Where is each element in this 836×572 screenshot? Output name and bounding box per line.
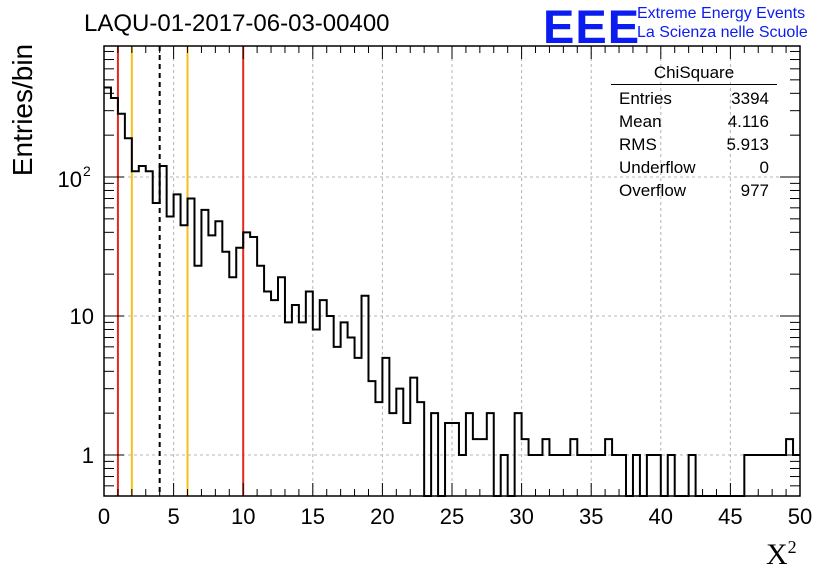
x-tick-label: 35 <box>579 504 603 529</box>
x-tick-label: 25 <box>440 504 464 529</box>
x-tick-label: 50 <box>788 504 812 529</box>
logo-line-2: La Scienza nelle Scuole <box>637 24 808 41</box>
logo-line-1: Extreme Energy Events <box>637 5 806 22</box>
stats-row: Entries 3394 <box>611 87 777 110</box>
y-tick-label: 10 <box>70 304 94 329</box>
stats-box-title: ChiSquare <box>611 63 777 85</box>
y-tick-label: 10 <box>58 167 82 192</box>
reference-lines <box>116 46 245 496</box>
stats-box: ChiSquare Entries 3394 Mean 4.116 RMS 5.913… <box>611 63 777 202</box>
plot-title: LAQU-01-2017-06-03-00400 <box>84 10 390 37</box>
stats-row-label: Mean <box>619 112 662 131</box>
stats-row: Overflow 977 <box>611 179 777 202</box>
stats-row-label: Entries <box>619 89 672 108</box>
histogram-line <box>104 86 800 497</box>
stats-row-label: Overflow <box>619 181 687 200</box>
stats-row-label: Underflow <box>619 158 696 177</box>
stats-row-value: 5.913 <box>726 135 769 154</box>
x-tick-label: 0 <box>98 504 110 529</box>
stats-row: Mean 4.116 <box>611 110 777 133</box>
x-tick-label: 15 <box>301 504 325 529</box>
x-tick-label: 30 <box>509 504 533 529</box>
x-tick-label: 45 <box>718 504 742 529</box>
x-tick-label: 20 <box>370 504 394 529</box>
stats-row-value: 4.116 <box>727 112 769 131</box>
stats-row: RMS 5.913 <box>611 133 777 156</box>
stats-row-value: 977 <box>740 181 769 200</box>
x-tick-label: 5 <box>167 504 179 529</box>
stats-row-value: 0 <box>759 158 769 177</box>
stats-row-label: RMS <box>619 135 657 154</box>
axis-ticks <box>103 46 801 496</box>
stats-row: Underflow 0 <box>611 156 777 179</box>
stats-row-value: 3394 <box>731 89 769 108</box>
y-tick-label: 1 <box>82 443 94 468</box>
x-tick-label: 10 <box>231 504 255 529</box>
x-axis-label: X2 <box>766 537 797 572</box>
x-axis-label-base: X <box>766 538 788 571</box>
y-tick-label-superscript: 2 <box>83 163 91 179</box>
x-axis-label-superscript: 2 <box>787 537 797 557</box>
eee-logo: EEE <box>543 0 641 53</box>
x-tick-label: 40 <box>649 504 673 529</box>
